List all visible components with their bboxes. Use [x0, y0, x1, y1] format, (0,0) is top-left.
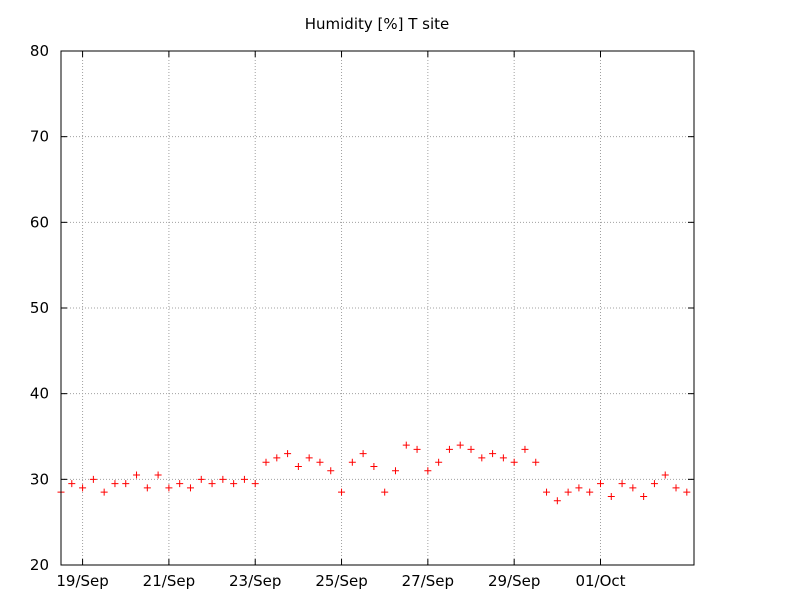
data-point — [165, 484, 173, 492]
data-point — [424, 467, 432, 475]
data-point — [456, 441, 464, 449]
data-point — [478, 454, 486, 462]
data-point — [284, 450, 292, 458]
grid-lines — [61, 51, 694, 565]
chart-title: Humidity [%] T site — [304, 15, 450, 33]
data-point — [251, 480, 259, 488]
data-point — [543, 488, 551, 496]
data-point — [435, 458, 443, 466]
y-tick-label: 50 — [30, 299, 49, 317]
data-point — [262, 458, 270, 466]
data-point — [186, 484, 194, 492]
data-point — [370, 462, 378, 470]
data-point — [219, 475, 227, 483]
data-point — [640, 492, 648, 500]
data-point — [273, 454, 281, 462]
data-point — [305, 454, 313, 462]
axes: 20 30 40 50 60 70 80 19/Sep 21/Sep 23/Sep 25/Sep 27… — [30, 42, 694, 590]
data-point — [629, 484, 637, 492]
data-point — [467, 445, 475, 453]
data-point — [176, 480, 184, 488]
data-point — [575, 484, 583, 492]
data-point — [413, 445, 421, 453]
x-tick-label: 27/Sep — [402, 572, 454, 590]
data-point — [133, 471, 141, 479]
data-point — [338, 488, 346, 496]
data-point — [521, 445, 529, 453]
data-point — [348, 458, 356, 466]
x-tick-label: 23/Sep — [229, 572, 281, 590]
data-point — [68, 480, 76, 488]
data-point — [683, 488, 691, 496]
x-tick-label: 25/Sep — [315, 572, 367, 590]
x-tick-label: 21/Sep — [143, 572, 195, 590]
data-point — [89, 475, 97, 483]
data-point — [208, 480, 216, 488]
x-tick-label: 19/Sep — [56, 572, 108, 590]
data-point — [607, 492, 615, 500]
data-point — [553, 497, 561, 505]
data-point — [402, 441, 410, 449]
data-point — [143, 484, 151, 492]
y-tick-label: 60 — [30, 213, 49, 231]
data-point — [294, 462, 302, 470]
data-point — [596, 480, 604, 488]
x-tick-label: 01/Oct — [575, 572, 625, 590]
data-point — [197, 475, 205, 483]
data-point — [240, 475, 248, 483]
data-point — [618, 480, 626, 488]
data-point — [650, 480, 658, 488]
x-tick-label: 29/Sep — [488, 572, 540, 590]
data-point — [672, 484, 680, 492]
data-point — [316, 458, 324, 466]
data-point — [122, 480, 130, 488]
data-point — [586, 488, 594, 496]
data-point — [489, 450, 497, 458]
data-point — [154, 471, 162, 479]
plot-frame — [60, 50, 695, 566]
y-tick-label: 80 — [30, 42, 49, 60]
data-point — [532, 458, 540, 466]
data-point — [111, 480, 119, 488]
data-point — [661, 471, 669, 479]
y-tick-label: 40 — [30, 385, 49, 403]
data-point — [391, 467, 399, 475]
data-point — [499, 454, 507, 462]
data-point — [564, 488, 572, 496]
data-point — [381, 488, 389, 496]
data-point — [445, 445, 453, 453]
y-tick-label: 70 — [30, 128, 49, 146]
y-tick-label: 30 — [30, 470, 49, 488]
data-points — [57, 441, 691, 505]
data-point — [327, 467, 335, 475]
data-point — [359, 450, 367, 458]
data-point — [100, 488, 108, 496]
y-tick-label: 20 — [30, 556, 49, 574]
data-point — [230, 480, 238, 488]
data-point — [79, 484, 87, 492]
data-point — [510, 458, 518, 466]
